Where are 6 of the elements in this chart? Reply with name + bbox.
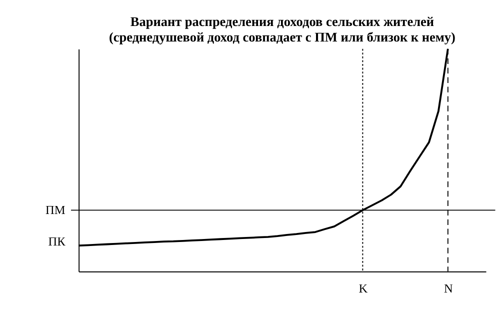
ref-line-label: ПМ [46, 202, 66, 217]
text: (среднедушевой доход совпадает с ПМ или близок к нему) [108, 29, 456, 44]
text: Вариант распределения доходов сельских жителей [130, 14, 434, 30]
text: ПК [48, 234, 66, 249]
x-tick-label: K [358, 282, 368, 296]
x-tick-label: N [444, 282, 453, 296]
